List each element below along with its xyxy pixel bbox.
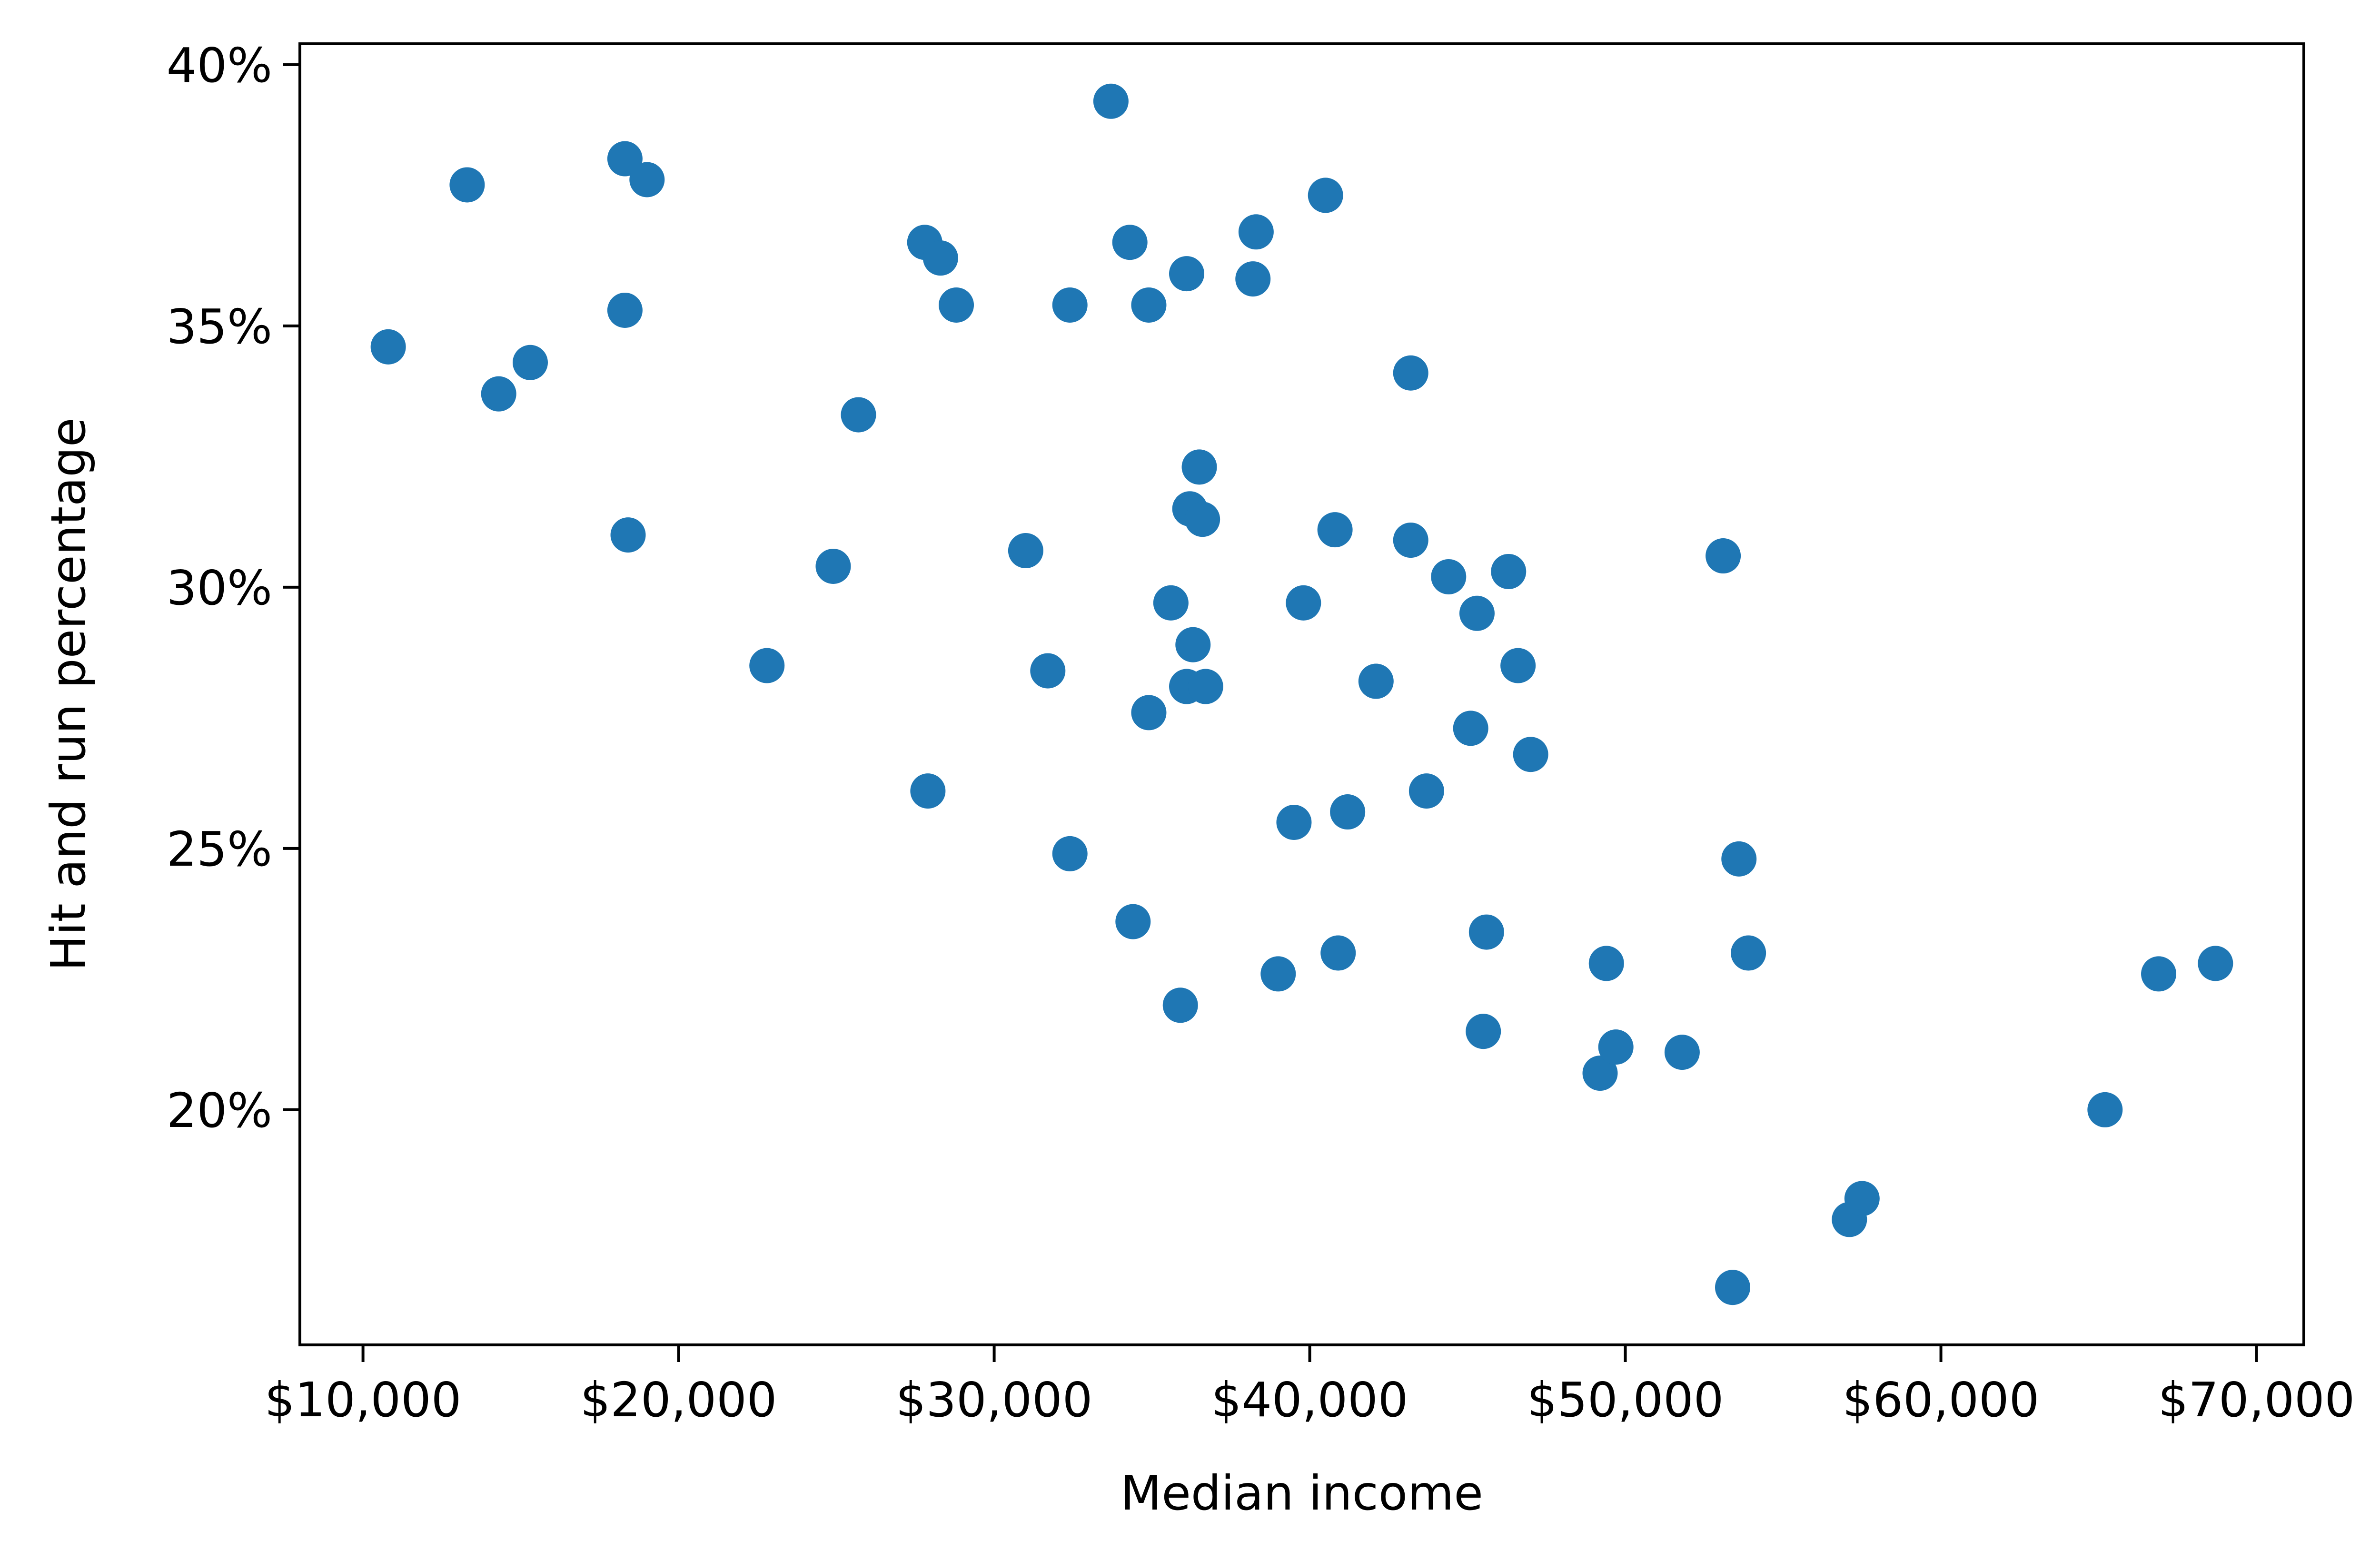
y-tick-label: 35%: [167, 299, 272, 355]
data-point: [1188, 669, 1223, 704]
data-point: [1260, 956, 1296, 992]
data-point: [1715, 1270, 1750, 1305]
data-point: [512, 345, 548, 380]
x-tick-label: $50,000: [1527, 1372, 1724, 1428]
data-point: [1030, 653, 1066, 689]
data-point: [1459, 595, 1495, 631]
x-tick-label: $60,000: [1843, 1372, 2040, 1428]
data-point: [1500, 648, 1536, 683]
data-point: [1588, 946, 1624, 981]
data-point: [1175, 627, 1211, 662]
data-point: [1238, 214, 1274, 250]
data-point: [1008, 533, 1043, 569]
data-point: [607, 292, 643, 328]
data-point: [370, 329, 406, 365]
data-point: [1093, 83, 1129, 119]
x-axis-title: Median income: [1121, 1465, 1483, 1521]
data-point: [1431, 559, 1467, 594]
data-point: [922, 240, 958, 276]
data-point: [2141, 956, 2177, 992]
y-axis: 20% 25% 30% 35% 40%: [167, 38, 300, 1138]
data-point: [1731, 935, 1766, 971]
data-point: [607, 141, 643, 177]
data-point: [2198, 946, 2233, 981]
data-point: [749, 648, 785, 683]
data-point: [1358, 663, 1394, 699]
data-point: [1393, 355, 1428, 391]
data-point: [939, 287, 974, 323]
data-point: [1276, 805, 1312, 840]
data-point: [1181, 449, 1217, 485]
data-point: [610, 517, 646, 553]
data-point: [1052, 287, 1088, 323]
plot-area-frame: [298, 42, 2305, 1346]
data-point: [1115, 904, 1151, 939]
data-point: [1706, 538, 1741, 574]
x-tick-label: $10,000: [265, 1372, 462, 1428]
data-point: [1112, 225, 1148, 260]
y-tick-label: 30%: [167, 560, 272, 616]
data-point: [1330, 794, 1366, 830]
data-point: [1235, 261, 1271, 297]
data-point: [449, 167, 485, 203]
x-axis: $10,000 $20,000 $30,000 $40,000 $50,000 $60,0…: [265, 1345, 2355, 1428]
data-point: [841, 397, 876, 433]
data-point: [481, 376, 516, 412]
data-point: [1491, 553, 1527, 589]
data-point: [1453, 711, 1488, 746]
data-point: [1185, 502, 1220, 537]
data-point: [1308, 178, 1343, 213]
x-tick-label: $40,000: [1211, 1372, 1408, 1428]
data-point: [1131, 695, 1167, 731]
x-tick-label: $70,000: [2158, 1372, 2355, 1428]
data-point: [1408, 773, 1444, 809]
data-point: [1153, 585, 1189, 621]
x-tick-label: $30,000: [896, 1372, 1093, 1428]
data-point: [1598, 1029, 1634, 1065]
data-point: [629, 162, 665, 197]
data-point: [1844, 1181, 1880, 1216]
data-point: [1320, 935, 1356, 971]
data-point: [1052, 836, 1088, 871]
x-tick-label: $20,000: [580, 1372, 777, 1428]
data-point: [910, 773, 946, 809]
data-point: [1286, 585, 1321, 621]
data-point: [1513, 737, 1548, 772]
y-axis-title: Hit and run percentage: [40, 418, 96, 971]
data-point: [1317, 512, 1353, 548]
y-tick-label: 40%: [167, 38, 272, 93]
y-tick-label: 25%: [167, 821, 272, 877]
data-point: [1468, 914, 1504, 950]
data-point: [1131, 287, 1167, 323]
data-point: [1162, 987, 1198, 1023]
data-point: [1169, 256, 1205, 292]
data-point: [1721, 841, 1757, 877]
data-points: [370, 83, 2233, 1305]
y-tick-label: 20%: [167, 1083, 272, 1138]
data-point: [1664, 1035, 1700, 1070]
data-point: [1393, 523, 1428, 558]
data-point: [1582, 1056, 1618, 1091]
data-point: [815, 548, 851, 584]
data-point: [1466, 1014, 1501, 1049]
data-point: [2087, 1092, 2123, 1127]
